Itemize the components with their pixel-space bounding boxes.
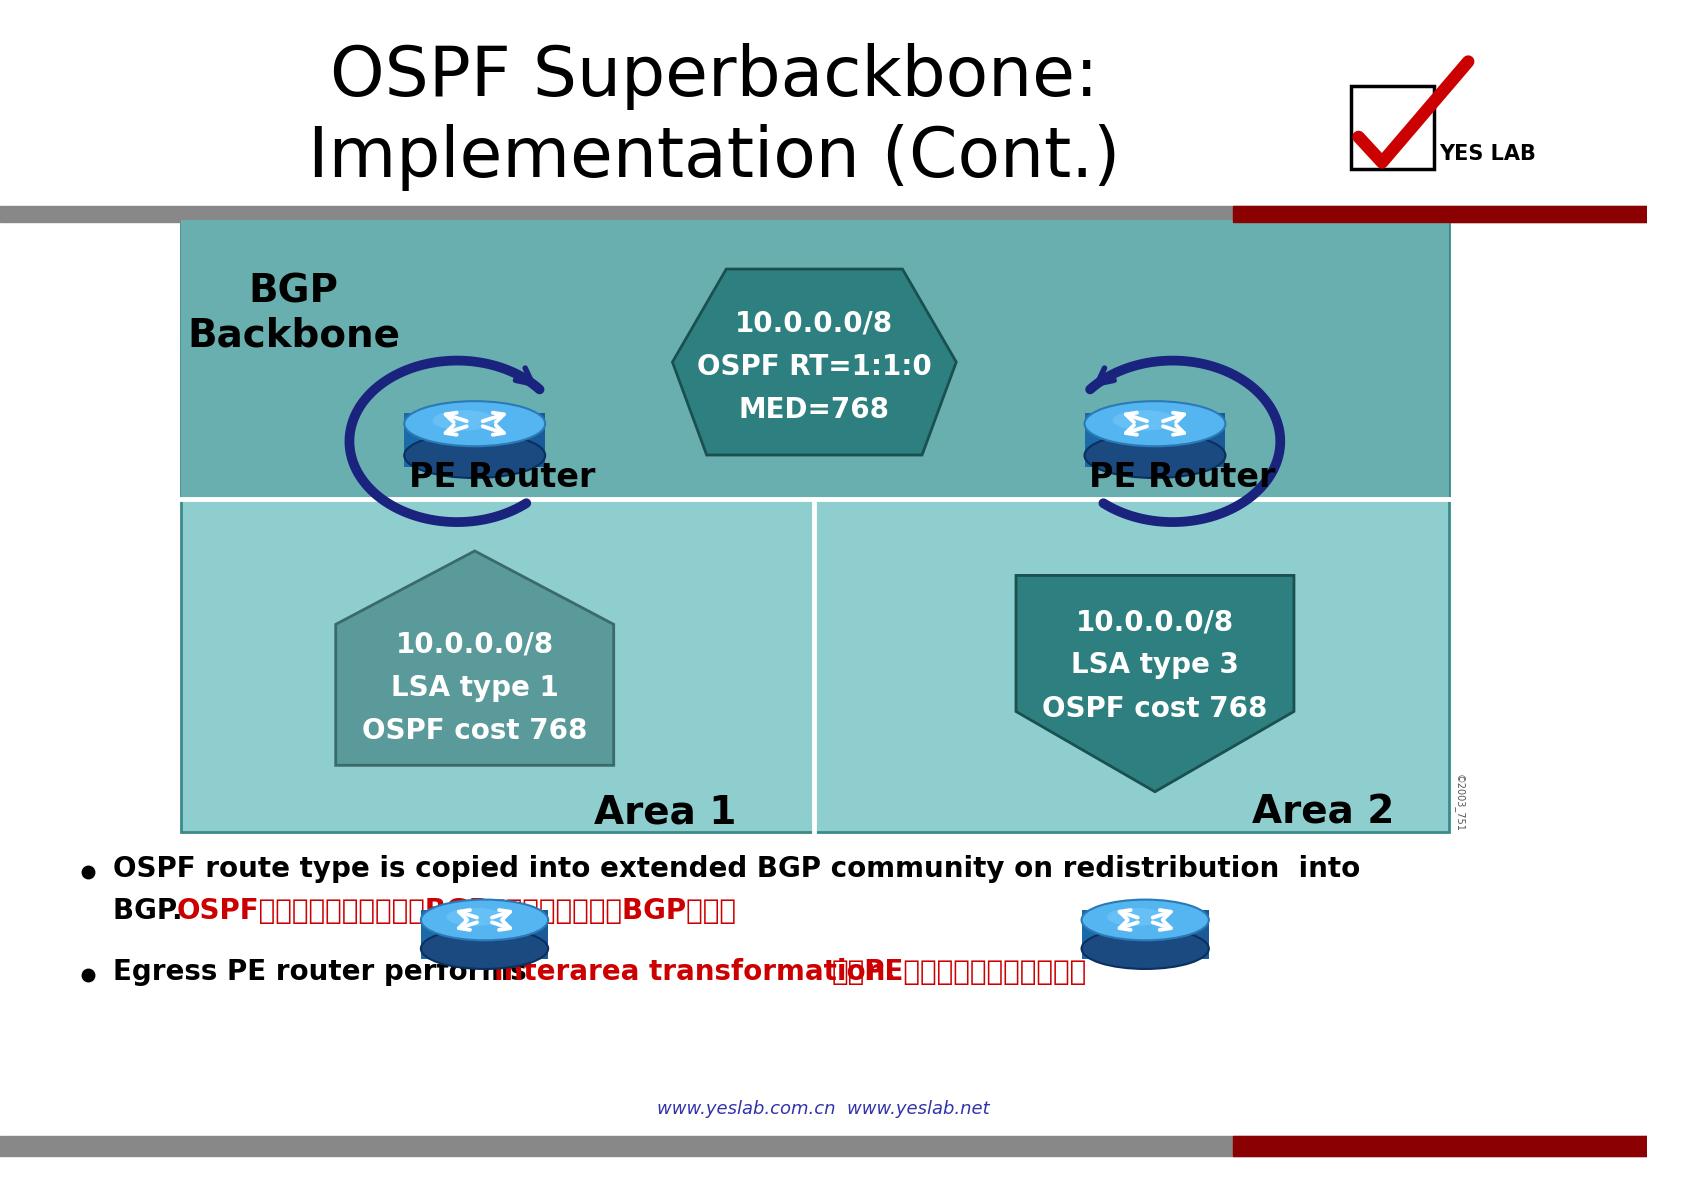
Ellipse shape [1082, 928, 1208, 969]
Text: YES LAB: YES LAB [1438, 144, 1534, 164]
Bar [182, 220, 1448, 499]
Text: OSPF路由类型被重新分发到BGP中时被复制到扩展BGP社区。: OSPF路由类型被重新分发到BGP中时被复制到扩展BGP社区。 [177, 897, 735, 925]
Bar [1351, 86, 1433, 169]
Bar [1186, 910, 1208, 959]
Ellipse shape [420, 928, 548, 969]
Text: ©2003_751: ©2003_751 [1453, 774, 1463, 832]
Text: www.yeslab.com.cn  www.yeslab.net: www.yeslab.com.cn www.yeslab.net [656, 1100, 989, 1117]
Ellipse shape [1083, 401, 1224, 446]
Ellipse shape [404, 433, 545, 478]
Text: 10.0.0.0/8
LSA type 1
OSPF cost 768: 10.0.0.0/8 LSA type 1 OSPF cost 768 [362, 631, 587, 745]
Text: Area 2: Area 2 [1251, 794, 1394, 832]
Bar [182, 220, 1448, 832]
Polygon shape [1016, 576, 1293, 791]
Ellipse shape [1107, 908, 1164, 926]
Bar [1233, 206, 1647, 223]
Bar [520, 413, 545, 468]
Text: 10.0.0.0/8
OSPF RT=1:1:0
MED=768: 10.0.0.0/8 OSPF RT=1:1:0 MED=768 [696, 309, 932, 425]
Polygon shape [335, 551, 614, 765]
Ellipse shape [446, 908, 503, 926]
Text: 10.0.0.0/8
LSA type 3
OSPF cost 768: 10.0.0.0/8 LSA type 3 OSPF cost 768 [1041, 608, 1267, 722]
Bar [1083, 413, 1108, 468]
Bar [420, 910, 442, 959]
Bar [0, 1136, 1647, 1155]
Bar [404, 413, 429, 468]
Text: Area 1: Area 1 [594, 794, 735, 832]
Bar [1233, 1136, 1647, 1155]
Text: interarea transformation.: interarea transformation. [495, 958, 897, 985]
Bar [525, 910, 548, 959]
Ellipse shape [432, 411, 496, 431]
Bar [1108, 413, 1199, 468]
Ellipse shape [1112, 411, 1176, 431]
Bar [0, 206, 1647, 223]
Text: OSPF Superbackbone:: OSPF Superbackbone: [330, 43, 1098, 109]
Text: PE Router: PE Router [1088, 461, 1275, 494]
Text: PE Router: PE Router [409, 461, 595, 494]
Ellipse shape [420, 900, 548, 940]
Bar [1199, 413, 1224, 468]
Bar [442, 910, 525, 959]
Ellipse shape [1082, 900, 1208, 940]
Text: Egress PE router performs: Egress PE router performs [113, 958, 535, 985]
Bar [1103, 910, 1186, 959]
Text: BGP.: BGP. [113, 897, 192, 925]
Text: BGP
Backbone: BGP Backbone [187, 273, 400, 355]
Bar [429, 413, 520, 468]
Bar [1082, 910, 1103, 959]
Text: OSPF route type is copied into extended BGP community on redistribution  into: OSPF route type is copied into extended … [113, 856, 1359, 883]
Text: 出口PE路由器执行区域间转换。: 出口PE路由器执行区域间转换。 [831, 958, 1087, 985]
Text: Implementation (Cont.): Implementation (Cont.) [308, 124, 1120, 190]
Ellipse shape [1083, 433, 1224, 478]
Ellipse shape [404, 401, 545, 446]
Polygon shape [673, 269, 955, 455]
